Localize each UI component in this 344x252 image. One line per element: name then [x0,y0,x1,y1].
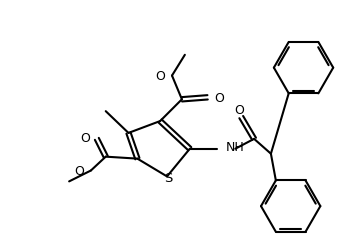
Text: O: O [74,164,84,177]
Text: O: O [234,103,244,116]
Text: O: O [80,132,90,145]
Text: O: O [155,70,165,83]
Text: NH: NH [225,141,244,154]
Text: O: O [215,91,224,104]
Text: S: S [164,171,172,184]
